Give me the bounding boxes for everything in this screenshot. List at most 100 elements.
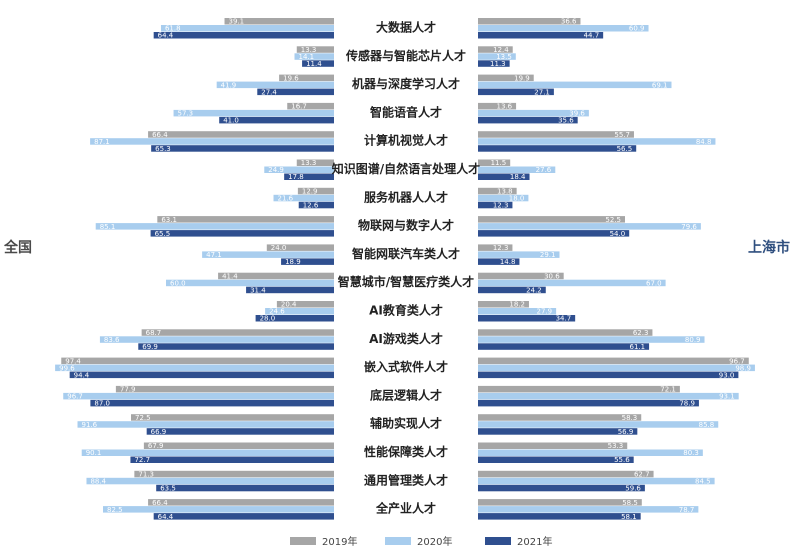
left-value-label: 71.3 — [138, 471, 154, 479]
left-bar — [297, 187, 334, 195]
left-bar — [298, 201, 334, 209]
left-region-label: 全国 — [3, 239, 32, 256]
category-label: 通用管理类人才 — [364, 472, 448, 487]
category-label: 计算机视觉人才 — [364, 133, 448, 148]
left-value-label: 65.5 — [155, 230, 171, 238]
right-value-label: 11.3 — [490, 60, 506, 68]
right-bar — [478, 315, 576, 322]
right-bar — [478, 116, 578, 124]
right-value-label: 85.8 — [699, 421, 715, 429]
left-bar — [115, 385, 334, 393]
left-value-label: 94.4 — [74, 371, 90, 379]
right-value-label: 80.3 — [683, 449, 699, 457]
left-value-label: 21.6 — [278, 195, 294, 203]
left-bar — [134, 470, 334, 478]
left-value-label: 67.9 — [148, 442, 164, 450]
right-bar — [478, 442, 628, 449]
left-bar — [55, 364, 335, 372]
right-bar — [478, 343, 650, 350]
category-label: 服务机器人人才 — [364, 189, 448, 204]
left-value-label: 61.8 — [165, 25, 181, 33]
right-bar — [478, 477, 715, 485]
category-label: AI游戏类人才 — [369, 331, 443, 346]
right-bar — [478, 145, 637, 152]
left-value-label: 66.9 — [151, 428, 167, 436]
left-value-label: 65.3 — [155, 145, 171, 153]
left-value-label: 64.4 — [158, 32, 174, 40]
left-value-label: 47.1 — [206, 251, 222, 259]
right-value-label: 27.9 — [537, 308, 553, 316]
right-value-label: 79.6 — [681, 223, 697, 231]
left-value-label: 39.1 — [229, 18, 245, 26]
right-value-label: 13.5 — [496, 53, 512, 61]
left-value-label: 57.3 — [178, 110, 194, 118]
right-value-label: 62.7 — [634, 471, 650, 479]
left-value-label: 96.7 — [67, 393, 83, 401]
right-value-label: 61.1 — [629, 343, 645, 351]
left-value-label: 17.8 — [288, 173, 304, 181]
right-bars-group: 36.6 60.9 44.7 12.413.511.3 19.9 69.1 27.1 13.6… — [478, 18, 755, 521]
left-value-label: 24.9 — [268, 166, 284, 174]
right-value-label: 29.1 — [540, 251, 556, 259]
left-value-label: 88.4 — [90, 478, 106, 486]
right-value-label: 59.6 — [625, 485, 641, 493]
right-value-label: 84.8 — [696, 138, 712, 146]
left-bar — [103, 506, 334, 513]
left-bar — [153, 32, 334, 39]
left-value-label: 66.4 — [152, 131, 168, 139]
category-labels-group: 大数据人才传感器与智能芯片人才机器与深度学习人才智能语音人才计算机视觉人才知识图… — [331, 20, 480, 516]
left-bar — [264, 166, 334, 173]
right-bar — [478, 74, 534, 82]
right-value-label: 18.0 — [509, 195, 525, 203]
right-bar — [478, 286, 546, 294]
left-value-label: 24.6 — [269, 308, 285, 316]
right-bar — [478, 470, 654, 478]
category-label: 智能网联汽车类人才 — [351, 246, 460, 261]
right-value-label: 80.9 — [685, 336, 701, 344]
left-bar — [166, 279, 334, 287]
right-value-label: 30.6 — [544, 272, 560, 280]
right-value-label: 11.5 — [491, 159, 507, 167]
right-bar — [478, 60, 510, 67]
right-value-label: 58.5 — [622, 499, 638, 507]
legend-entry: 2020年 — [417, 535, 452, 548]
right-bar — [478, 25, 649, 32]
left-value-label: 12.6 — [303, 202, 319, 210]
category-label: AI教育类人才 — [369, 303, 443, 318]
legend-swatch — [385, 537, 411, 545]
left-bar — [63, 392, 335, 400]
right-bar — [478, 159, 511, 166]
left-bar — [90, 399, 335, 407]
left-value-label: 68.7 — [146, 329, 162, 337]
left-bars-group: 39.161.864.413.314.111.419.641.927.416.7… — [55, 18, 335, 521]
left-bar — [95, 223, 334, 230]
right-value-label: 34.7 — [556, 315, 572, 323]
right-bar — [478, 357, 749, 365]
left-bar — [257, 88, 334, 96]
category-label: 底层逻辑人才 — [370, 387, 442, 402]
right-value-label: 84.5 — [695, 478, 711, 486]
left-value-label: 83.6 — [104, 336, 120, 344]
right-bar — [478, 279, 666, 287]
left-bar — [153, 513, 334, 520]
left-value-label: 19.6 — [283, 74, 299, 82]
right-bar — [478, 166, 556, 173]
right-value-label: 44.7 — [584, 32, 600, 40]
left-value-label: 27.4 — [261, 88, 277, 96]
right-bar — [478, 194, 529, 202]
right-bar — [478, 499, 642, 506]
right-value-label: 62.3 — [633, 329, 649, 337]
category-label: 机器与深度学习人才 — [352, 76, 460, 91]
right-bar — [478, 336, 705, 343]
right-value-label: 78.9 — [679, 400, 695, 408]
right-value-label: 27.1 — [534, 88, 550, 96]
legend-swatch — [290, 537, 316, 545]
left-bar — [99, 336, 334, 343]
right-bar — [478, 392, 739, 400]
left-bar — [284, 173, 334, 180]
right-bar — [478, 272, 564, 280]
left-value-label: 18.9 — [285, 258, 301, 266]
left-bar — [279, 74, 334, 82]
left-value-label: 41.0 — [223, 117, 239, 125]
left-value-label: 87.0 — [94, 400, 110, 408]
